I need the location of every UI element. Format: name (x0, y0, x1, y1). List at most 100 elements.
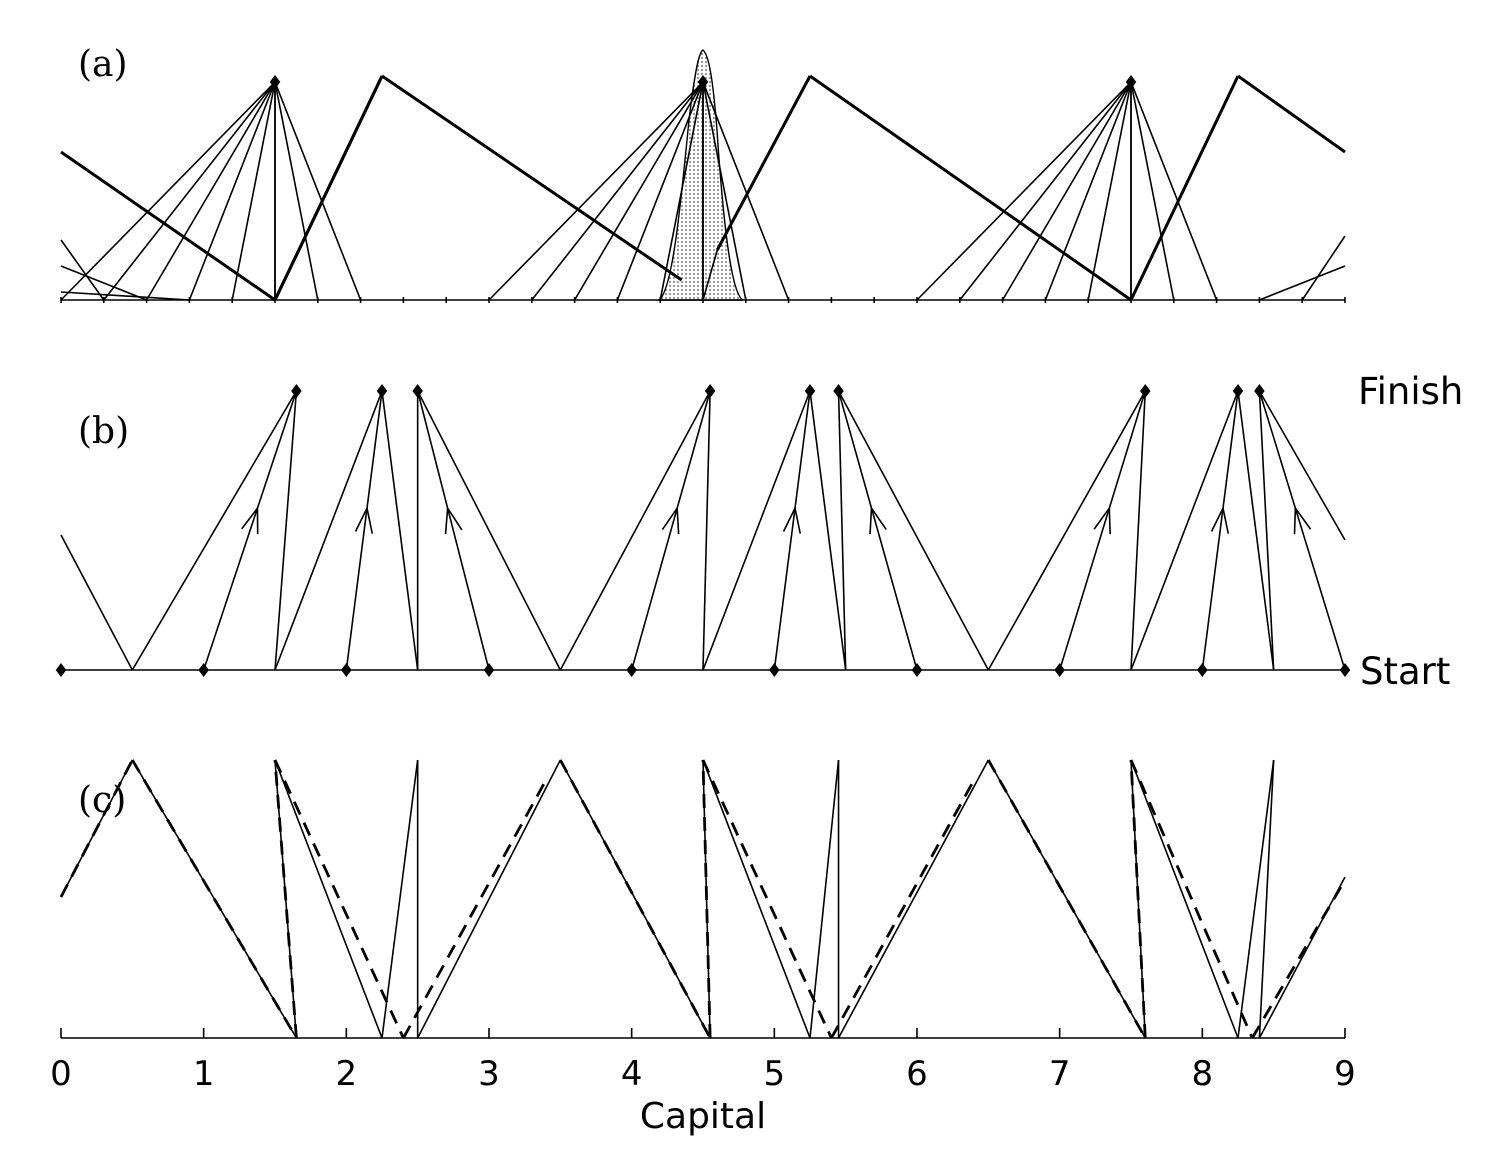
panel-b-trajectory (202, 390, 298, 671)
panel-b-trajectory (1237, 390, 1275, 671)
x-tick-label: 3 (478, 1054, 500, 1094)
panel-a-edge-fan-line (60, 265, 147, 301)
x-tick-label: 7 (1049, 1054, 1071, 1094)
panel-b-finish-marker (412, 384, 423, 398)
panel-c-solid-segment (416, 759, 562, 1039)
panel-a-fan-line (231, 81, 276, 301)
panel-b-trajectory (1130, 390, 1147, 671)
panel-c-solid-segment (837, 759, 990, 1039)
panel-c-solid-segment (809, 759, 840, 1039)
panel-b-arrowhead (241, 505, 259, 535)
panel-a-apex-marker (269, 75, 281, 89)
panel-c-dashed-segment (273, 759, 298, 1039)
panel-b-trajectory (131, 390, 298, 671)
panel-b-arrowhead (1293, 505, 1312, 535)
panel-b-trajectory (809, 390, 847, 671)
panel-c-solid-segment (1258, 759, 1275, 1039)
panel-a-fan-line (274, 81, 319, 301)
x-axis: 0 1 2 3 4 5 6 7 8 9 (50, 1028, 1356, 1094)
panel-c-dashed-segment (701, 759, 833, 1039)
panel-c-dashed-segment (402, 779, 548, 1039)
panel-b (55, 384, 1351, 677)
panel-a-fan-line (103, 81, 276, 301)
panel-b-trajectory (630, 390, 711, 671)
panel-c-solid-segment (1258, 876, 1346, 1039)
panel-b-finish-marker (376, 384, 388, 398)
panel-c-dashed-segment (131, 759, 298, 1039)
panel-b-finish-marker (833, 384, 844, 398)
panel-b-start-marker (626, 663, 637, 677)
x-tick-label: 4 (621, 1054, 643, 1094)
panel-a-fan-line (616, 81, 704, 301)
panel-a-zigzag-segment (1129, 75, 1240, 301)
panel-a-fan-line (145, 81, 276, 301)
panel-c-dashed-segment (273, 759, 405, 1039)
panel-a-fan-line (1130, 81, 1218, 301)
panel-b-trajectory (987, 390, 1146, 671)
panel-b-trajectory (416, 390, 490, 671)
x-tick-label: 8 (1192, 1054, 1214, 1094)
x-axis-title: Capital (640, 1096, 766, 1137)
panel-b-trajectory (1258, 390, 1346, 671)
panel-b-finish-marker (804, 384, 816, 398)
x-tick-label: 0 (50, 1054, 72, 1094)
panel-a-edge-fan-line (60, 291, 190, 301)
panel-b-arrowhead (354, 505, 374, 534)
panel-a-fan-line (1001, 81, 1132, 301)
panel-a-fan-line (274, 81, 362, 301)
panel-c-dashed-segment (1129, 759, 1254, 1039)
panel-a-label: (a) (78, 44, 128, 85)
panel-b-start-marker (1339, 663, 1351, 677)
panel-b-finish-marker (1232, 384, 1244, 398)
panel-b-finish-marker (291, 384, 302, 398)
panel-a-zigzag-segment (1237, 74, 1346, 154)
panel-b-finish-marker (704, 384, 716, 398)
panel-a-fan-line (959, 81, 1132, 301)
panel-a-zigzag-segment (273, 75, 384, 301)
panel-a-zigzag-segment (702, 249, 719, 301)
panel-a-apex-marker (697, 75, 709, 89)
panel-a-fan-line (488, 81, 704, 301)
panel-b-trajectory (416, 390, 562, 671)
panel-a-apex-marker (1125, 75, 1137, 89)
panel-b-trajectory (381, 390, 419, 671)
panel-b-start-marker (769, 663, 780, 677)
panel-c-dashed-segment (1129, 759, 1147, 1039)
panel-a-zigzag-segment (715, 75, 812, 251)
panel-b-trajectory (274, 390, 298, 671)
panel-a-fan-line (573, 81, 704, 301)
panel-b-trajectory (1201, 390, 1239, 671)
panel-c-dashed-segment (1251, 879, 1347, 1039)
panel-b-arrowhead (1210, 505, 1230, 534)
panel-c-dashed-segment (559, 759, 712, 1039)
panel-a-fan-line (188, 81, 276, 301)
density-spike (656, 49, 744, 301)
panel-b-trajectory (1258, 390, 1346, 541)
panel-a-zigzag-segment (809, 74, 1132, 302)
panel-c-dashed-segment (59, 759, 134, 898)
panel-b-arrowhead (869, 505, 887, 535)
panel-c-solid-segment (1130, 759, 1239, 1039)
panel-a-fan-line (1130, 81, 1175, 301)
panel-b-arrowhead (1093, 505, 1111, 535)
panel-c-solid-segment (702, 759, 811, 1039)
finish-label: Finish (1358, 370, 1463, 413)
panel-c-solid-segment (274, 759, 383, 1039)
panel-b-trajectory (837, 390, 847, 671)
panel-a-edge-fan-line (60, 239, 105, 301)
panel-b-trajectory (274, 390, 383, 671)
x-tick-label: 1 (193, 1054, 215, 1094)
panel-a-fan-line (702, 81, 790, 301)
start-label: Start (1360, 650, 1450, 693)
panel-a (60, 49, 1346, 303)
x-tick-label: 9 (1334, 1054, 1356, 1094)
panel-a-fan-line (659, 81, 704, 301)
panel-b-trajectory (837, 390, 990, 671)
x-tick-label: 2 (336, 1054, 358, 1094)
panel-b-arrowhead (661, 505, 680, 535)
panel-b-start-marker (198, 663, 209, 677)
panel-b-arrowhead (782, 505, 802, 534)
panel-b-label: (b) (78, 411, 129, 452)
panel-c-dashed-segment (701, 759, 712, 1039)
